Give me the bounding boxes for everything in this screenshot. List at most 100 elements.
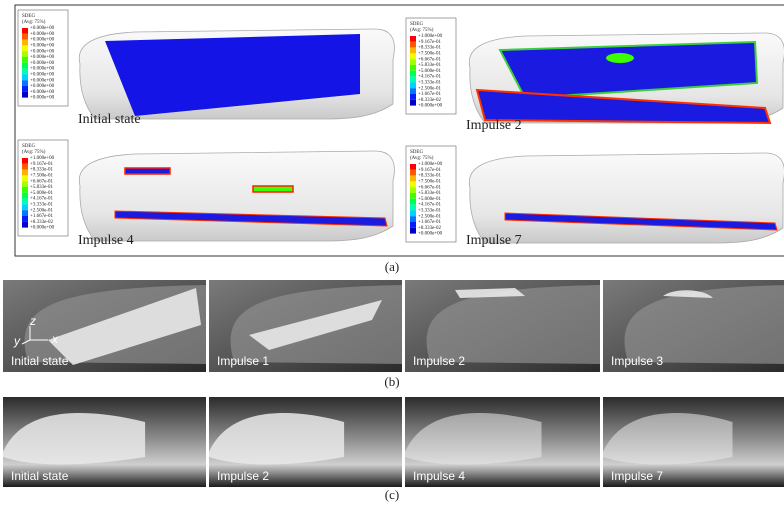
legend-value: +1.667e-01 [30,214,53,219]
legend-subtitle: (Avg: 75%) [22,20,46,25]
caption: Initial state [78,112,141,127]
legend-value: +1.667e-01 [418,92,441,97]
legend-swatch [22,199,28,205]
legend-value: +0.000e+00 [30,226,55,231]
legend-value: +6.667e-01 [418,185,441,190]
legend-swatch [22,170,28,176]
wing-model [79,151,394,241]
wing-surface [79,151,394,241]
legend-value: +6.667e-01 [418,57,441,62]
legend-value: +3.333e-01 [418,81,441,86]
legend-swatch [22,181,28,187]
legend-value: +7.500e-01 [418,52,441,57]
photo-caption: Impulse 1 [217,354,269,368]
legend-value: +0.000e+00 [30,44,55,49]
legend-swatch [410,77,416,83]
legend-swatch [410,210,416,216]
wing-model [79,29,394,119]
legend-title: SDEG [410,22,423,27]
legend-value: +5.833e-01 [30,185,53,190]
legend-swatch [410,176,416,182]
photo: Impulse 2 [209,397,402,487]
legend-title: SDEG [410,150,423,155]
legend-swatch [22,187,28,193]
legend-value: +0.000e+00 [30,32,55,37]
legend-value: +0.000e+00 [30,49,55,54]
legend-swatch [410,59,416,65]
photo-caption: Impulse 3 [611,354,663,368]
photo-caption: Initial state [11,469,69,483]
legend-swatch [410,88,416,94]
wing-model [469,33,784,123]
legend-swatch [410,205,416,211]
legend-swatch [410,181,416,187]
legend-value: +1.000e+00 [418,162,443,167]
legend: SDEG(Avg: 75%)+1.000e+00+9.167e-01+8.333… [406,18,456,114]
legend-value: +0.000e+00 [418,232,443,237]
legend-value: +5.833e-01 [418,191,441,196]
legend-value: +9.167e-01 [30,162,53,167]
photo-caption: Impulse 2 [413,354,465,368]
legend: SDEG(Avg: 75%)+0.000e+00+0.000e+00+0.000… [18,10,68,106]
legend-swatch [410,94,416,100]
legend-swatch [22,63,28,69]
legend-value: +2.500e-01 [418,86,441,91]
legend-value: +1.000e+00 [30,156,55,161]
photo: Impulse 7 [603,397,784,487]
legend-swatch [410,100,416,106]
legend-value: +9.167e-01 [418,168,441,173]
legend-swatch [410,187,416,193]
legend-value: +5.000e-01 [30,191,53,196]
legend-value: +7.500e-01 [30,174,53,179]
legend-swatch [22,74,28,80]
legend-swatch [22,92,28,98]
legend-value: +0.000e+00 [30,61,55,66]
legend-value: +0.000e+00 [30,26,55,31]
legend-value: +3.333e-01 [418,209,441,214]
photo-caption: Impulse 4 [413,469,465,483]
legend-swatch [410,193,416,199]
legend-swatch [22,57,28,63]
legend-value: +9.167e-01 [418,40,441,45]
legend-swatch [22,80,28,86]
legend-value: +0.000e+00 [30,96,55,101]
legend-value: +8.333e-01 [418,174,441,179]
legend-swatch [410,48,416,54]
panel-label: (b) [384,374,399,389]
legend-swatch [22,164,28,170]
wing-model [469,153,784,243]
legend-value: +2.500e-01 [30,208,53,213]
legend-swatch [410,228,416,234]
legend: SDEG(Avg: 75%)+1.000e+00+9.167e-01+8.333… [406,146,456,242]
legend-value: +1.667e-01 [418,220,441,225]
legend-value: +0.000e+00 [30,55,55,60]
legend-title: SDEG [22,144,35,149]
legend-value: +0.000e+00 [30,90,55,95]
legend-value: +8.333e-02 [418,98,441,103]
legend-swatch [22,40,28,46]
panel-label: (c) [385,487,399,502]
legend-value: +5.000e-01 [418,69,441,74]
damage-strip [125,168,170,174]
legend-value: +8.333e-01 [418,46,441,51]
legend-swatch [22,175,28,181]
legend-swatch [22,45,28,51]
legend-swatch [410,222,416,228]
legend-value: +0.000e+00 [30,38,55,43]
legend-swatch [22,193,28,199]
wing-surface [469,153,784,243]
legend-subtitle: (Avg: 75%) [410,28,434,33]
legend-value: +0.000e+00 [30,67,55,72]
legend-swatch [22,28,28,34]
legend-value: +0.000e+00 [30,84,55,89]
caption: Impulse 7 [466,233,522,248]
legend-swatch [410,199,416,205]
legend-swatch [22,34,28,40]
legend-swatch [22,210,28,216]
legend-value: +0.000e+00 [30,78,55,83]
photo: Impulse 2 [405,280,600,372]
legend-value: +0.000e+00 [30,73,55,78]
photo-caption: Initial state [11,354,69,368]
legend-swatch [22,86,28,92]
legend-swatch [410,71,416,77]
